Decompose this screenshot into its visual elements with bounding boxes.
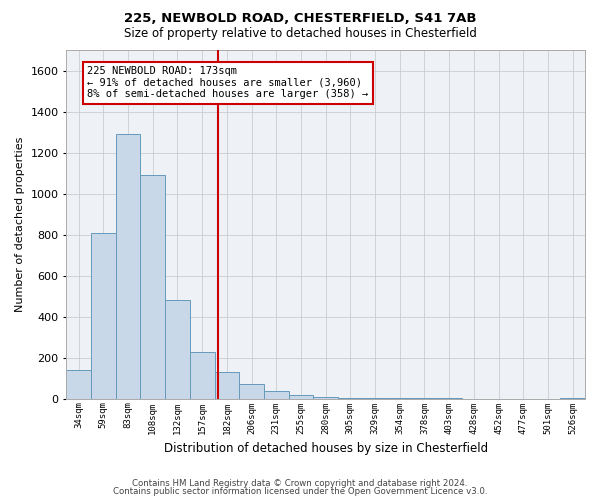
Y-axis label: Number of detached properties: Number of detached properties [15, 136, 25, 312]
Text: 225, NEWBOLD ROAD, CHESTERFIELD, S41 7AB: 225, NEWBOLD ROAD, CHESTERFIELD, S41 7AB [124, 12, 476, 26]
Bar [91, 232, 116, 398]
Bar [67, 370, 91, 398]
X-axis label: Distribution of detached houses by size in Chesterfield: Distribution of detached houses by size … [164, 442, 488, 455]
Text: 225 NEWBOLD ROAD: 173sqm
← 91% of detached houses are smaller (3,960)
8% of semi: 225 NEWBOLD ROAD: 173sqm ← 91% of detach… [88, 66, 368, 100]
Bar [116, 134, 140, 398]
Bar [239, 384, 264, 398]
Bar [190, 352, 215, 399]
Text: Size of property relative to detached houses in Chesterfield: Size of property relative to detached ho… [124, 28, 476, 40]
Bar [215, 372, 239, 398]
Bar [313, 396, 338, 398]
Bar [165, 300, 190, 398]
Bar [289, 394, 313, 398]
Text: Contains HM Land Registry data © Crown copyright and database right 2024.: Contains HM Land Registry data © Crown c… [132, 478, 468, 488]
Bar [264, 392, 289, 398]
Bar [140, 175, 165, 398]
Text: Contains public sector information licensed under the Open Government Licence v3: Contains public sector information licen… [113, 487, 487, 496]
